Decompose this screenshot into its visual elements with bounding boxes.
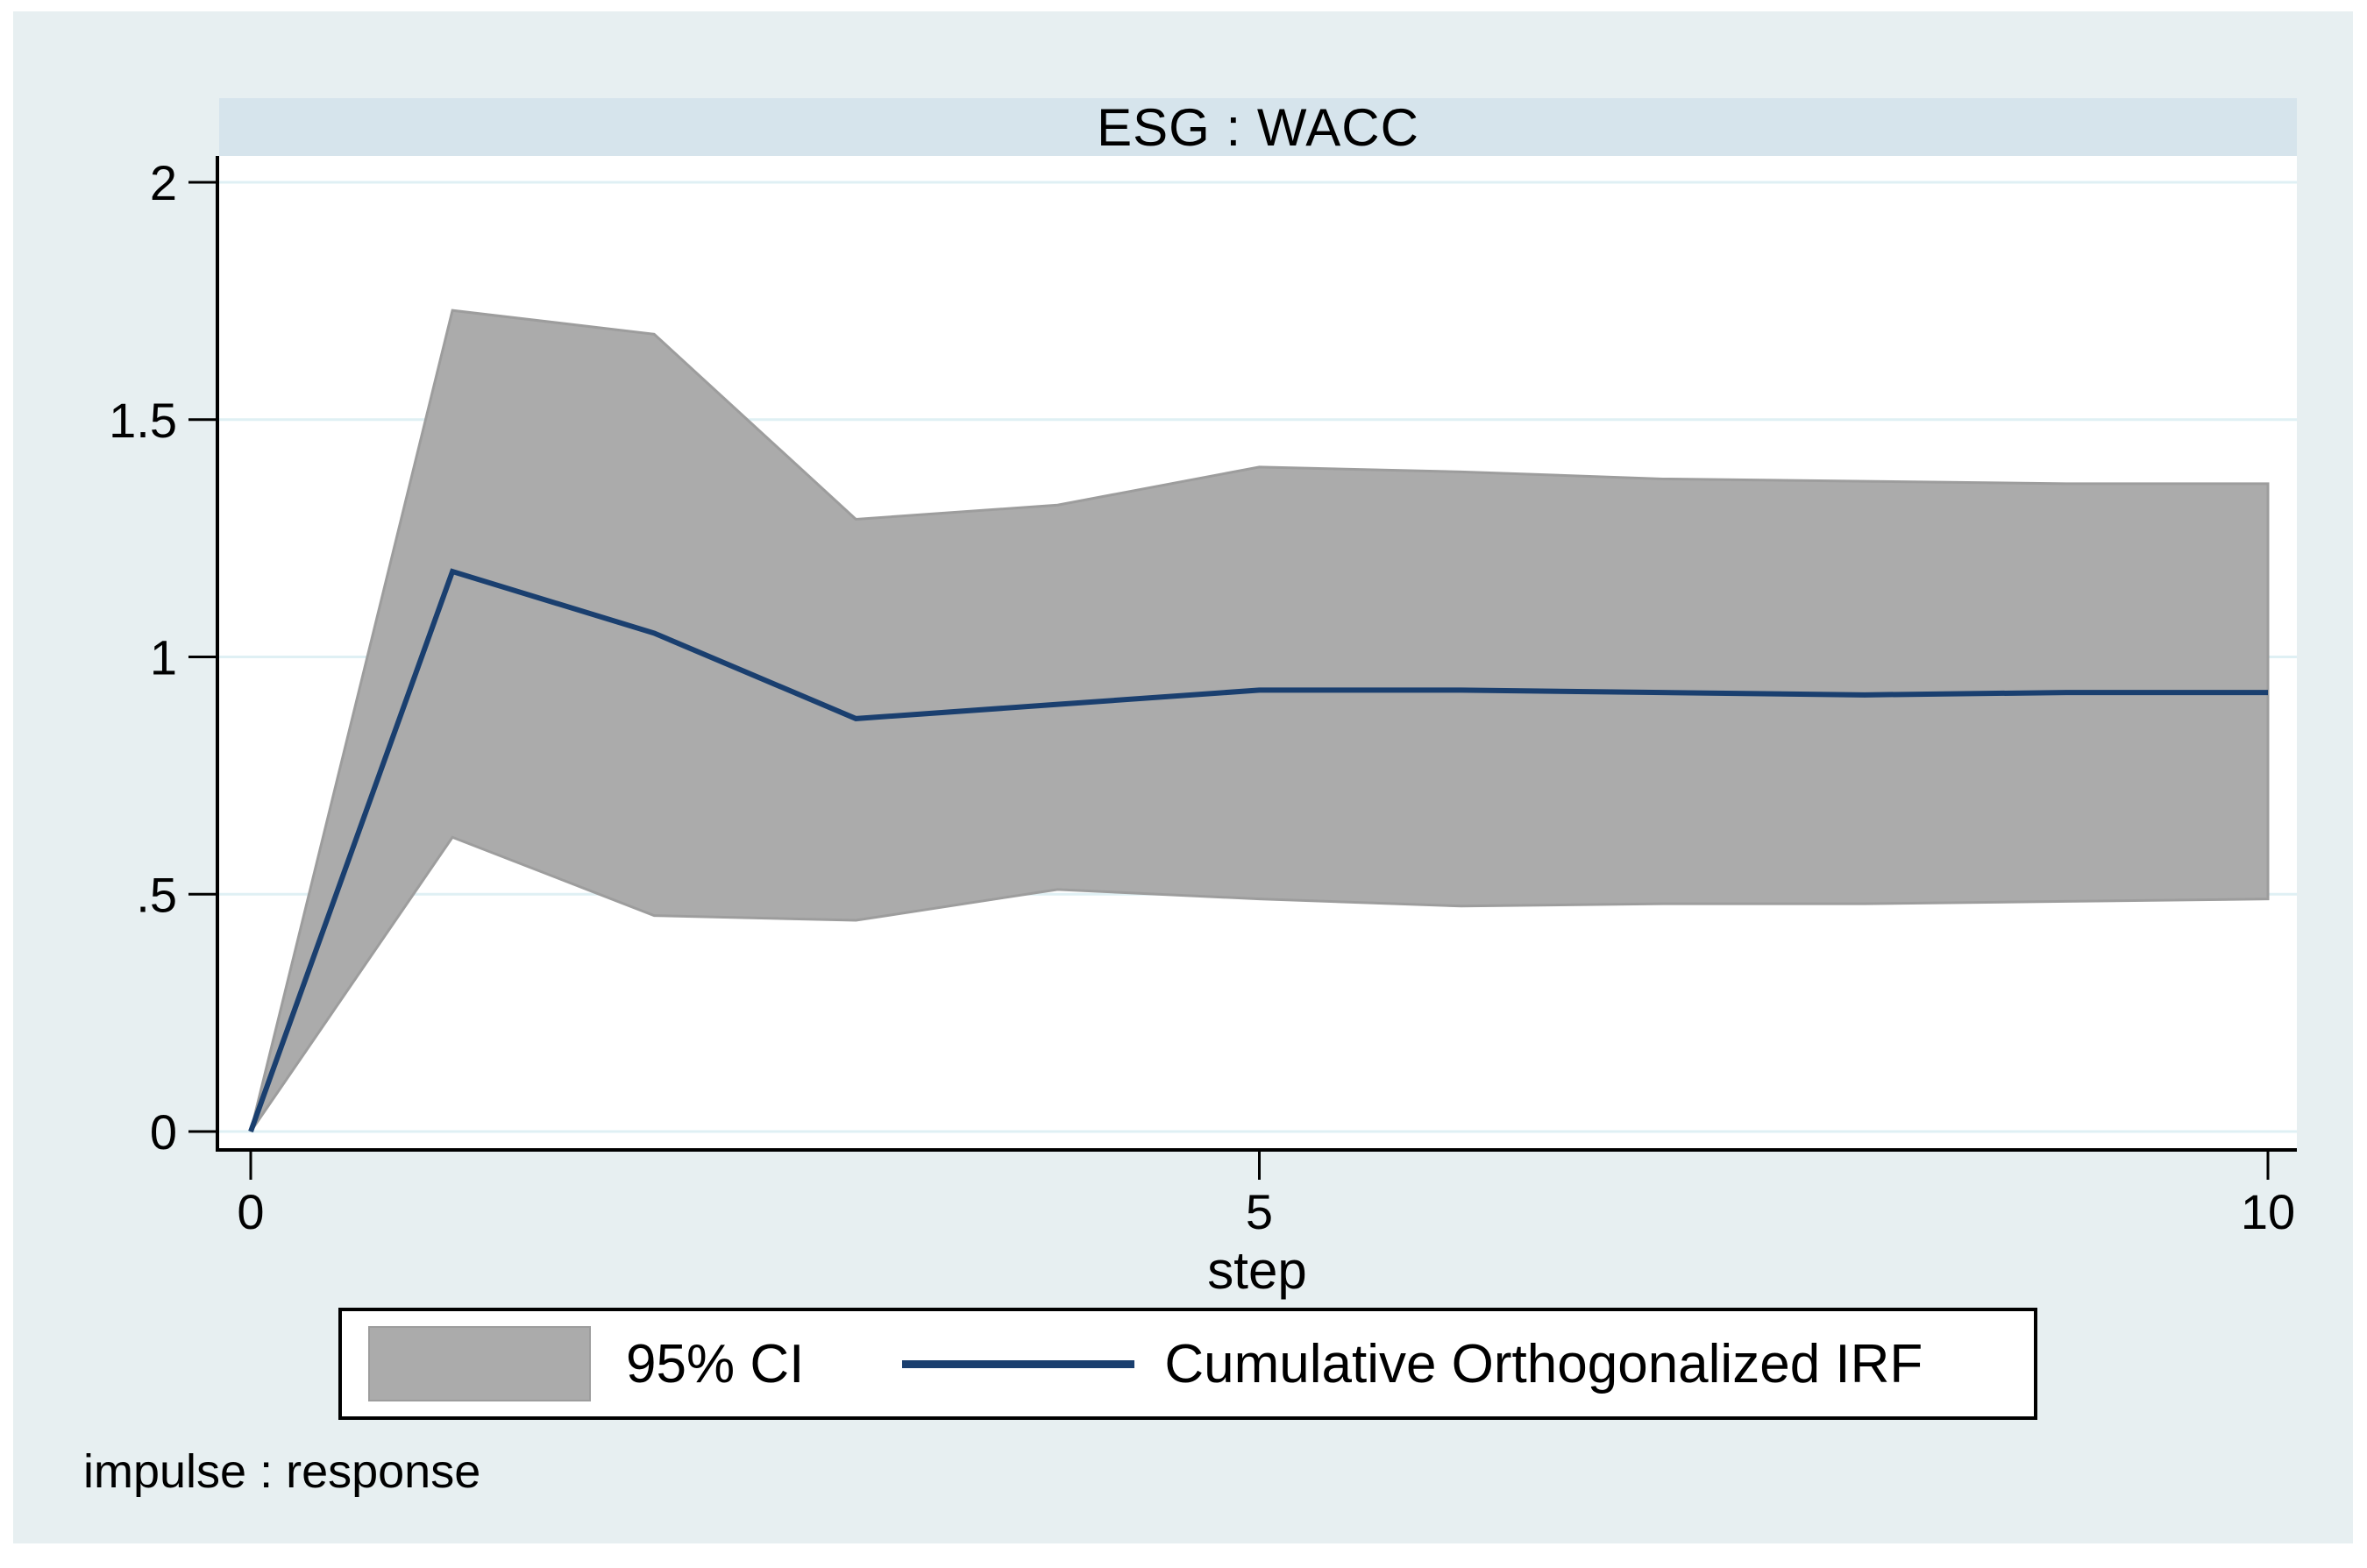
x-tick-label-5: 5 (1246, 1184, 1273, 1239)
y-tick-label-2: 2 (150, 155, 177, 210)
axis-ticks (188, 181, 2270, 1180)
legend-ci-label: 95% CI (626, 1333, 805, 1394)
y-tick-label-1.5: 1.5 (109, 393, 177, 448)
legend-irf-label: Cumulative Orthogonalized IRF (1164, 1333, 1923, 1394)
legend-ci-swatch (368, 1326, 591, 1401)
y-tick-label-0: 0 (150, 1104, 177, 1160)
x-tick-label-0: 0 (237, 1184, 264, 1239)
irf-line (248, 568, 2268, 1133)
y-tick-label-.5: .5 (136, 867, 177, 922)
chart-title: ESG : WACC (1097, 97, 1419, 157)
x-axis-title: step (1207, 1241, 1306, 1300)
impulse-response-note: impulse : response (83, 1445, 481, 1498)
axis-tick-labels: 0 .5 1 1.5 2 0 5 10 (109, 155, 2295, 1239)
legend: 95% CI Cumulative Orthogonalized IRF (338, 1308, 2037, 1420)
legend-irf-swatch (902, 1359, 1135, 1368)
chart-title-band: ESG : WACC (219, 97, 2297, 157)
x-tick-label-10: 10 (2241, 1184, 2295, 1239)
y-tick-label-1: 1 (150, 630, 177, 685)
irf-line-group (248, 568, 2268, 1133)
